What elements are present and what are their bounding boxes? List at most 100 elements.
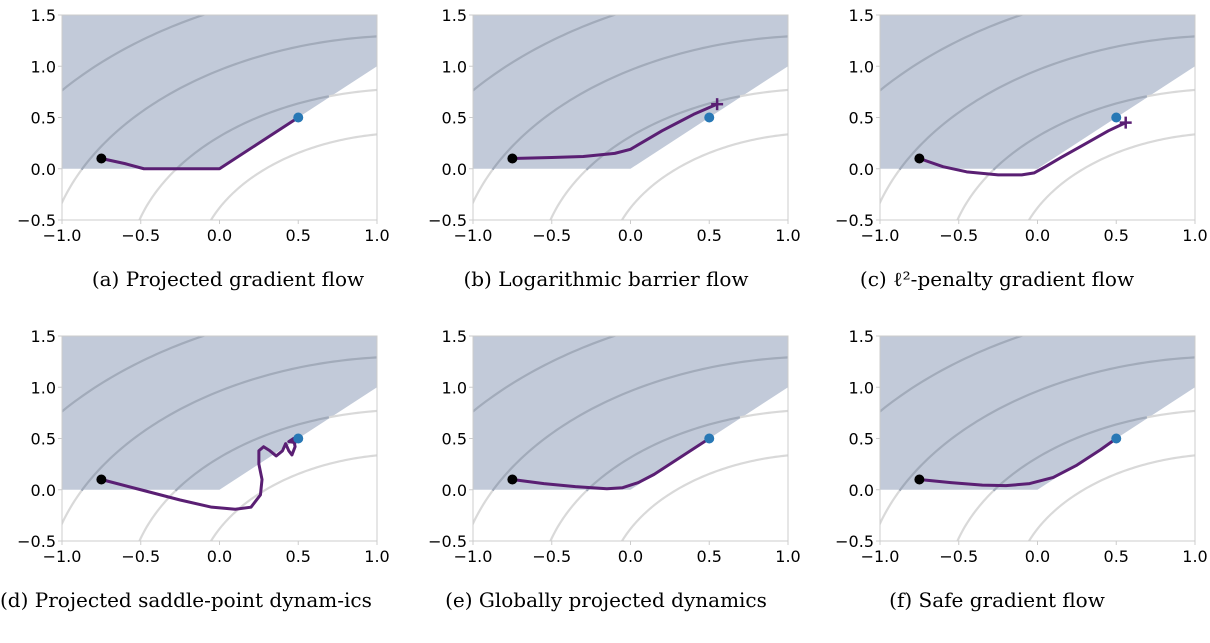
y-tick-label: 0.0 [31,160,56,179]
panel-d: −1.0 −0.5 0.0 0.5 1.0−0.50.00.51.01.5 [17,327,390,566]
contour-inside [174,416,330,492]
contour-inside [491,35,788,171]
x-tick-label: −1.0 [861,547,900,566]
y-tick-label: 1.0 [442,378,467,397]
x-tick-label: 0.5 [286,547,311,566]
contour-outside [880,490,901,527]
start-point [96,474,107,485]
contour-inside [585,416,741,492]
y-tick-label: 0.0 [849,160,874,179]
optimum-point [704,433,715,444]
y-tick-label: 1.5 [31,327,56,346]
x-tick-label: −0.5 [939,226,978,245]
contour-outside [138,490,177,541]
y-tick-label: 1.0 [442,57,467,76]
trajectory-line [99,437,300,511]
contour-outside [62,169,83,206]
x-tick-label: 0.5 [697,226,722,245]
start-point [507,474,518,485]
contour-outside [138,169,177,220]
panel-b: −1.0 −0.5 0.0 0.5 1.0−0.50.00.51.01.5 [428,6,801,245]
y-tick-label: 1.5 [31,6,56,25]
panel-a: −1.0 −0.5 0.0 0.5 1.0−0.50.00.51.01.5 [17,6,390,245]
x-tick-label: 0.0 [618,226,643,245]
x-tick-label: 0.5 [286,226,311,245]
y-tick-label: −0.5 [17,532,56,551]
x-tick-label: 0.0 [618,547,643,566]
optimum-point [1111,112,1122,123]
feasible-region [62,15,377,169]
contour-outside [956,490,995,541]
y-tick-label: 0.5 [442,109,467,128]
contour-outside [473,490,494,527]
x-tick-label: 1.0 [1182,547,1207,566]
contour-outside [880,169,901,206]
contour-inside [898,356,1195,492]
y-tick-label: 1.5 [849,6,874,25]
caption-d: (d) Projected saddle-point dynam-ics [0,588,372,612]
x-tick-label: −1.0 [861,226,900,245]
trajectory-line [510,437,711,491]
x-tick-label: −0.5 [532,226,571,245]
contour-outside [209,454,377,541]
x-tick-label: −0.5 [121,226,160,245]
x-tick-label: 0.5 [1104,547,1129,566]
start-point [914,474,925,485]
trajectory-line [917,437,1118,488]
caption-a: (a) Projected gradient flow [91,267,365,291]
y-tick-label: −0.5 [17,211,56,230]
contour-inside [473,15,618,92]
x-tick-label: −1.0 [43,547,82,566]
optimum-point [293,112,304,123]
x-tick-label: −1.0 [43,226,82,245]
contour-outside [1146,409,1195,419]
contour-outside [328,409,377,419]
contour-outside [620,454,788,541]
contour-inside [898,35,1195,171]
contour-outside [1027,133,1195,220]
contour-inside [880,15,1025,92]
contour-outside [209,133,377,220]
y-tick-label: 0.5 [849,430,874,449]
y-tick-label: 1.5 [849,327,874,346]
y-tick-label: 0.0 [442,481,467,500]
contour-outside [328,88,377,98]
optimum-point [293,433,304,444]
x-tick-label: 1.0 [775,547,800,566]
caption-c: (c) ℓ²-penalty gradient flow [859,267,1135,291]
caption-e: (e) Globally projected dynamics [445,588,767,612]
y-tick-label: 1.5 [442,6,467,25]
contour-outside [1027,454,1195,541]
x-tick-label: 1.0 [364,226,389,245]
contour-inside [62,336,207,413]
contour-inside [880,336,1025,413]
x-tick-label: 0.0 [1025,547,1050,566]
contour-inside [992,416,1148,492]
x-tick-label: 0.0 [1025,226,1050,245]
trajectory-line [510,102,719,160]
y-tick-label: 0.5 [849,109,874,128]
contour-outside [549,490,588,541]
x-tick-label: −1.0 [454,226,493,245]
x-tick-label: −0.5 [939,547,978,566]
contour-inside [80,35,377,171]
contour-inside [62,15,207,92]
x-tick-label: 0.0 [207,226,232,245]
y-tick-label: 0.5 [442,430,467,449]
y-tick-label: 1.0 [849,57,874,76]
panel-c: −1.0 −0.5 0.0 0.5 1.0−0.50.00.51.01.5 [782,6,1208,271]
start-point [96,153,107,164]
feasible-region [62,336,377,490]
feasible-region [473,15,788,169]
y-tick-label: −0.5 [835,532,874,551]
start-point [507,153,518,164]
y-tick-label: 1.0 [31,57,56,76]
y-tick-label: −0.5 [835,211,874,230]
feasible-region [473,336,788,490]
contour-outside [782,171,809,271]
y-tick-label: 0.0 [442,160,467,179]
contour-inside [174,95,330,171]
contour-inside [491,356,788,492]
x-tick-label: 0.5 [697,547,722,566]
